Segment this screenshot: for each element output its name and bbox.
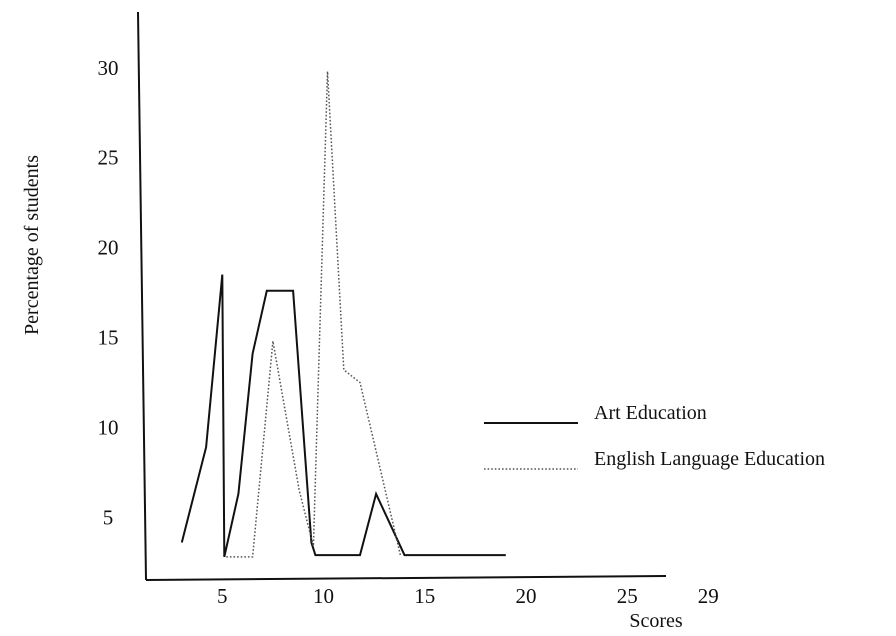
series-line-1 xyxy=(226,71,402,558)
y-tick-label: 15 xyxy=(98,326,119,350)
y-tick-label: 20 xyxy=(98,236,119,260)
series-line-0 xyxy=(180,274,506,558)
y-tick-label: 10 xyxy=(98,415,119,439)
legend-label-0: Art Education xyxy=(594,402,707,424)
series-layer xyxy=(180,71,506,558)
x-tick-label: 29 xyxy=(698,584,719,608)
y-axis-ticks: 5 10 15 20 25 30 xyxy=(98,56,119,529)
x-tick-label: 10 xyxy=(313,584,334,608)
x-axis-label: Scores xyxy=(629,610,683,632)
x-tick-label: 5 xyxy=(217,584,228,608)
x-axis-ticks: 5 10 15 20 25 29 xyxy=(217,584,719,608)
x-axis-line xyxy=(145,575,667,581)
y-axis-label: Percentage of students xyxy=(21,155,43,335)
y-tick-label: 25 xyxy=(98,146,119,170)
x-tick-label: 20 xyxy=(516,584,537,608)
y-tick-label: 5 xyxy=(103,505,114,529)
y-tick-label: 30 xyxy=(98,56,119,80)
x-tick-label: 15 xyxy=(414,584,435,608)
legend: Art Education English Language Education xyxy=(484,402,825,470)
y-axis-line xyxy=(137,11,147,581)
x-tick-label: 25 xyxy=(617,584,638,608)
legend-label-1: English Language Education xyxy=(594,448,825,470)
